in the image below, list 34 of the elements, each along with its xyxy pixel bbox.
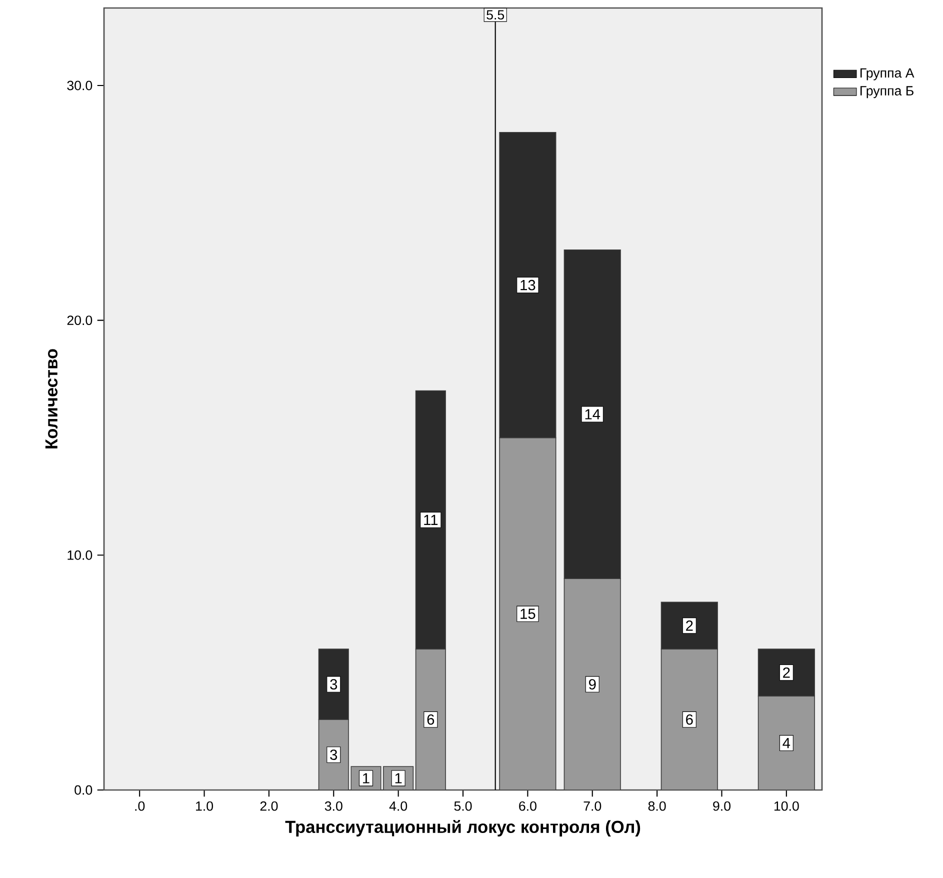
y-tick-label: 0.0: [74, 785, 92, 795]
data-label: 3: [330, 750, 338, 760]
data-label: 2: [783, 667, 790, 678]
data-label: 6: [427, 714, 434, 725]
y-tick-label: 10.0: [68, 550, 92, 560]
x-tick-label: 1.0: [196, 801, 214, 811]
data-label: 13: [520, 280, 536, 290]
data-label: 2: [686, 620, 693, 631]
y-tick-label: 30.0: [67, 80, 92, 90]
x-tick-label: 5.0: [454, 801, 472, 811]
x-tick-label: 2.0: [260, 801, 278, 811]
legend-label: Группа Б: [860, 86, 914, 98]
y-tick-label: 20.0: [67, 316, 92, 326]
x-tick-label: 7.0: [584, 801, 602, 811]
data-label: 11: [424, 514, 438, 525]
data-label: 1: [395, 773, 402, 784]
data-label: 6: [686, 714, 693, 725]
data-label: 9: [588, 679, 596, 690]
ref-line-label: 5.5: [486, 10, 504, 20]
y-axis-title: Количество: [45, 349, 58, 448]
data-label: 3: [330, 679, 338, 690]
x-axis-title: Транссиутационный локус контроля (Ол): [285, 820, 640, 836]
data-label: 14: [585, 409, 600, 420]
x-tick-label: 9.0: [713, 801, 730, 811]
x-tick-label: 4.0: [389, 801, 408, 811]
data-label: 15: [520, 608, 536, 619]
legend-label: Группа А: [860, 68, 914, 80]
data-label: 1: [363, 773, 370, 784]
x-tick-label: 8.0: [648, 801, 666, 811]
x-tick-label: 6.0: [519, 801, 536, 811]
x-tick-label: 3.0: [324, 801, 342, 811]
x-tick-label: .0: [135, 801, 145, 811]
x-tick-label: 10.0: [774, 801, 799, 811]
data-label: 4: [782, 738, 790, 748]
